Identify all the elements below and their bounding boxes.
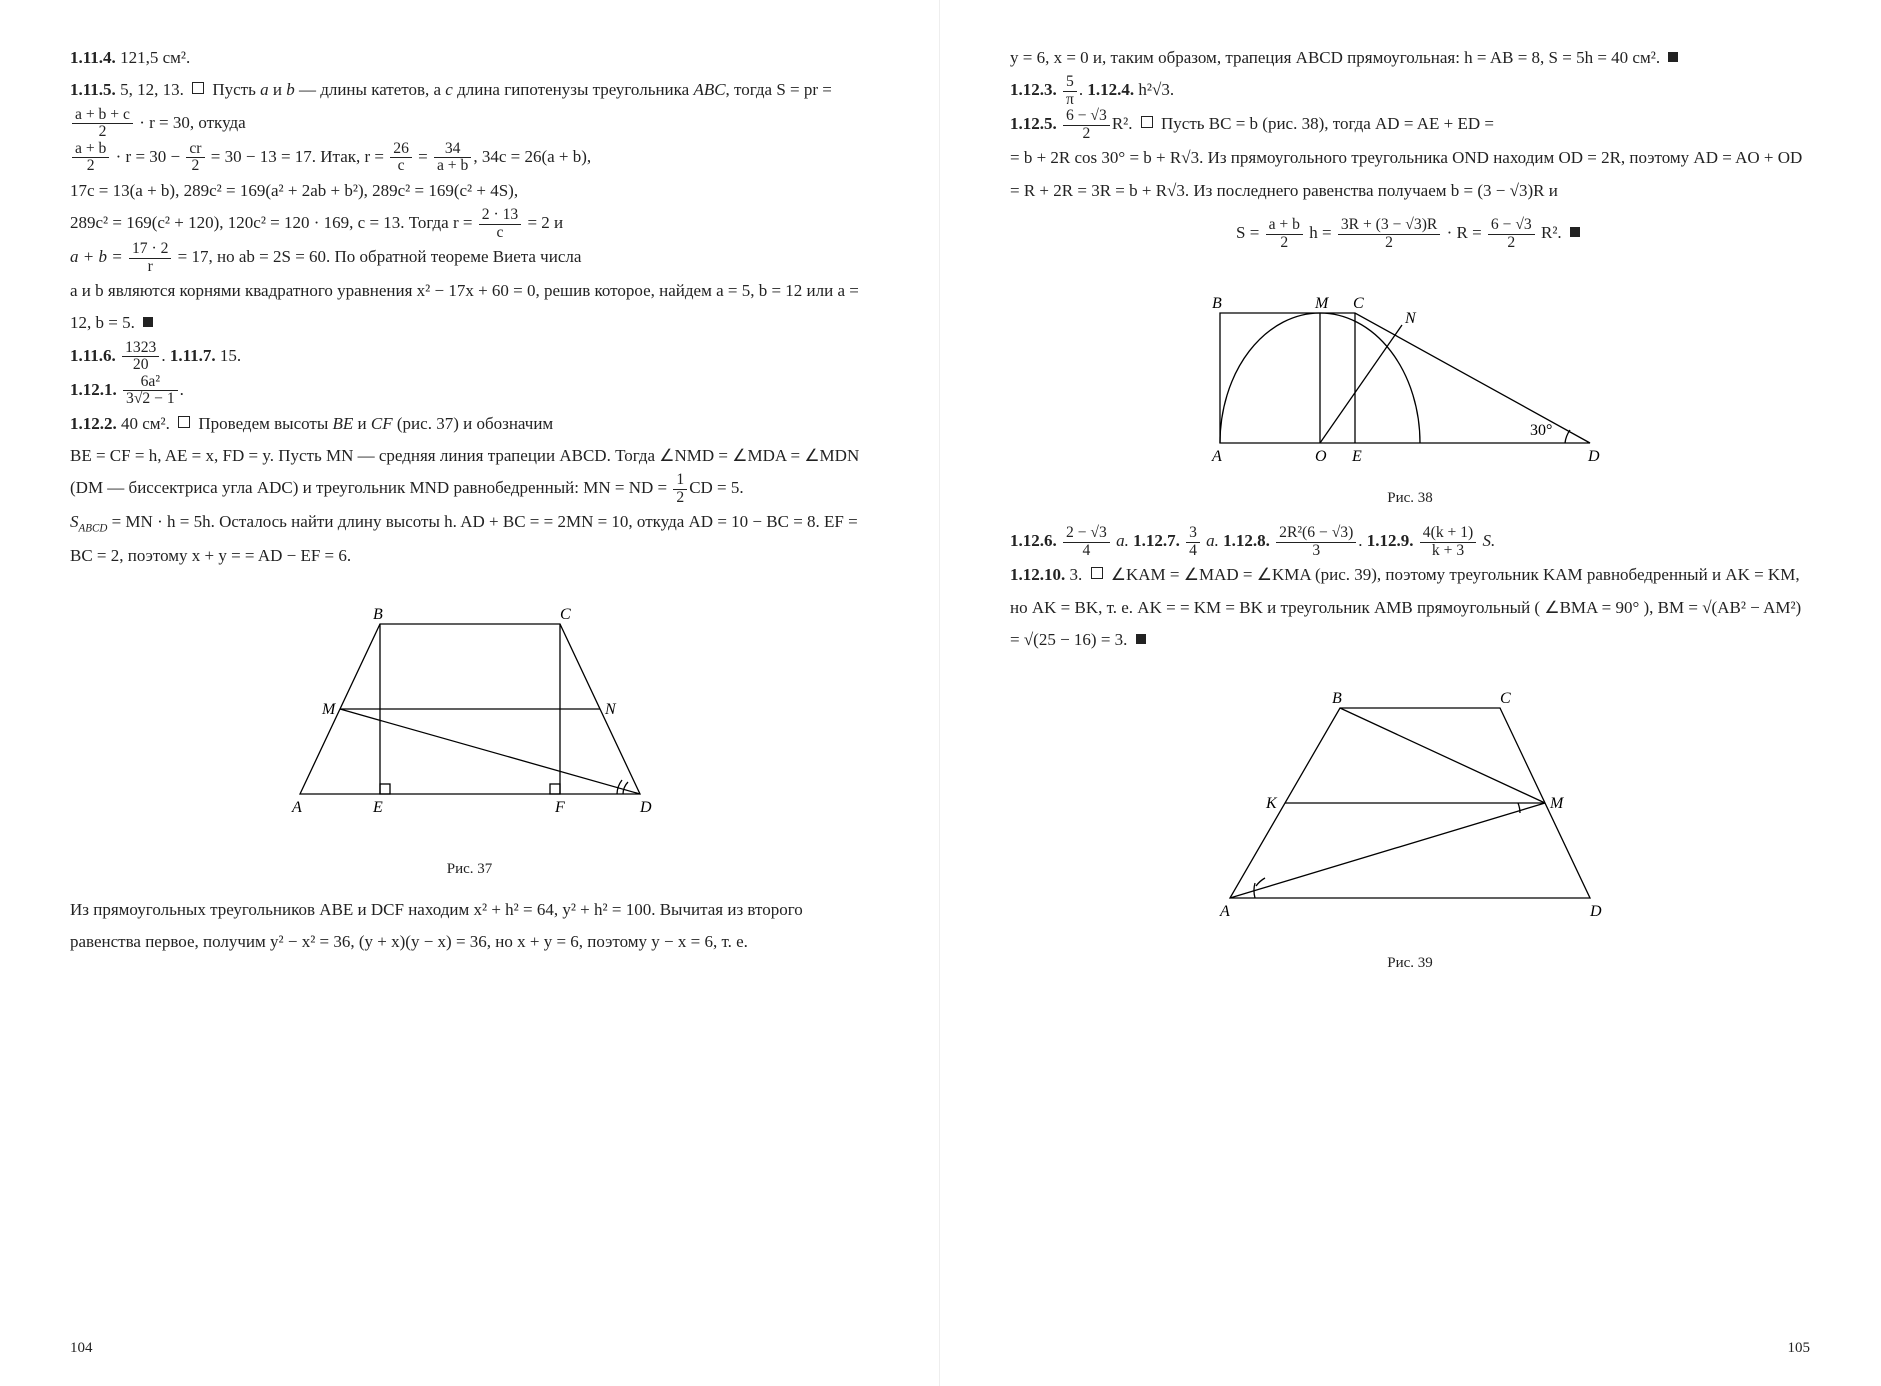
svg-text:D: D	[1587, 448, 1600, 465]
pid-1-11-5: 1.11.5.	[70, 80, 116, 99]
svg-text:M: M	[321, 701, 337, 718]
page-number-right: 105	[1788, 1335, 1811, 1361]
page-105: y = 6, x = 0 и, таким образом, трапеция …	[940, 0, 1880, 1386]
pid-1-12-2: 1.12.2.	[70, 414, 117, 433]
pid-1-12-10: 1.12.10.	[1010, 565, 1065, 584]
svg-text:A: A	[1211, 448, 1222, 465]
svg-text:F: F	[554, 799, 565, 816]
open-square-icon	[178, 416, 190, 428]
svg-text:M: M	[1549, 795, 1565, 812]
pid-1-12-1: 1.12.1.	[70, 380, 117, 399]
qed-icon	[1136, 634, 1146, 644]
qed-icon	[1570, 227, 1580, 237]
svg-text:A: A	[291, 799, 302, 816]
svg-text:N: N	[604, 701, 617, 718]
open-square-icon	[1141, 116, 1153, 128]
pid-1-12-4: 1.12.4.	[1087, 80, 1134, 99]
pid-1-11-6: 1.11.6.	[70, 346, 116, 365]
svg-text:E: E	[372, 799, 383, 816]
svg-text:K: K	[1265, 795, 1278, 812]
svg-text:D: D	[1589, 903, 1602, 920]
pid-1-11-7: 1.11.7.	[170, 346, 216, 365]
svg-text:C: C	[560, 606, 571, 623]
svg-text:B: B	[373, 606, 383, 623]
figure-38: A B C D M N O E 30°	[1170, 263, 1650, 473]
pid-1-12-9: 1.12.9.	[1367, 531, 1414, 550]
svg-text:30°: 30°	[1530, 422, 1552, 439]
fig37-caption: Рис. 37	[70, 856, 869, 882]
open-square-icon	[1091, 567, 1103, 579]
pid-1-12-5: 1.12.5.	[1010, 114, 1057, 133]
qed-icon	[143, 317, 153, 327]
svg-text:B: B	[1212, 295, 1222, 312]
fig38-caption: Рис. 38	[1010, 485, 1810, 511]
svg-text:N: N	[1404, 310, 1417, 327]
pid-1-12-3: 1.12.3.	[1010, 80, 1057, 99]
svg-text:D: D	[639, 799, 652, 816]
qed-icon	[1668, 52, 1678, 62]
svg-text:E: E	[1351, 448, 1362, 465]
svg-text:C: C	[1500, 690, 1511, 707]
page-number-left: 104	[70, 1335, 93, 1361]
svg-text:B: B	[1332, 690, 1342, 707]
svg-text:O: O	[1315, 448, 1327, 465]
book-spread: 1.11.4. 121,5 см². 1.11.5. 5, 12, 13. Пу…	[0, 0, 1881, 1386]
svg-text:A: A	[1219, 903, 1230, 920]
svg-text:C: C	[1353, 295, 1364, 312]
figure-39: A B C D K M	[1170, 668, 1650, 938]
pid-1-12-6: 1.12.6.	[1010, 531, 1057, 550]
pid-1-11-4: 1.11.4.	[70, 48, 116, 67]
fig39-caption: Рис. 39	[1010, 950, 1810, 976]
svg-text:M: M	[1314, 295, 1330, 312]
page-104: 1.11.4. 121,5 см². 1.11.5. 5, 12, 13. Пу…	[0, 0, 940, 1386]
pid-1-12-8: 1.12.8.	[1223, 531, 1270, 550]
open-square-icon	[192, 82, 204, 94]
pid-1-12-7: 1.12.7.	[1133, 531, 1180, 550]
figure-37: A B C D M N E F	[240, 584, 700, 844]
